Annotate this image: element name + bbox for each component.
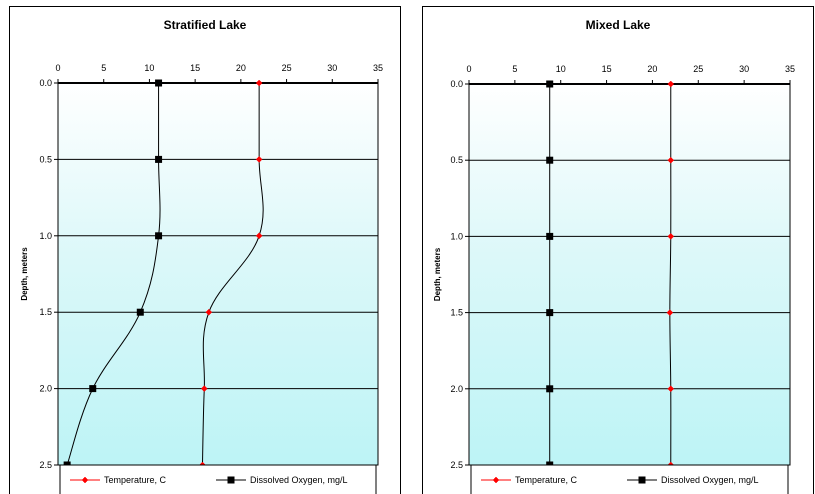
x-tick-label: 20	[236, 63, 246, 73]
x-tick-label: 15	[602, 64, 612, 74]
x-tick-label: 10	[556, 64, 566, 74]
y-tick-label: 2.5	[39, 460, 52, 470]
data-point	[546, 80, 554, 88]
chart-panel-1: Stratified Lake 0.0 0.5 1.0 1.5 2.0 2.5 0 5 10 15 2…	[9, 6, 401, 494]
y-tick-label: 0.0	[450, 79, 463, 89]
legend-label: Temperature, C	[104, 475, 167, 485]
data-point	[546, 309, 554, 317]
y-tick-label: 0.5	[39, 154, 52, 164]
y-tick-label: 1.5	[39, 307, 52, 317]
x-tick-label: 0	[466, 64, 471, 74]
y-axis-label: Depth, meters	[20, 247, 29, 301]
chart-title: Mixed Lake	[586, 18, 651, 32]
data-point	[546, 385, 554, 393]
x-tick-label: 0	[55, 63, 60, 73]
chart-panel-2: Mixed Lake 0.0 0.5 1.0 1.5 2.0 2.5 0 5 10 15 20 25 30…	[422, 6, 814, 494]
data-point	[200, 385, 208, 392]
data-point	[155, 155, 163, 163]
data-point	[667, 385, 675, 393]
data-point	[255, 156, 263, 163]
x-tick-label: 5	[512, 64, 517, 74]
x-tick-label: 30	[327, 63, 337, 73]
data-point	[667, 156, 675, 164]
x-tick-label: 25	[693, 64, 703, 74]
data-point	[89, 385, 97, 393]
legend-label: Dissolved Oxygen, mg/L	[661, 475, 759, 485]
plot-area	[469, 84, 790, 465]
y-tick-label: 0.0	[39, 78, 52, 88]
x-tick-label: 35	[373, 63, 383, 73]
data-point	[667, 80, 675, 88]
data-point	[666, 309, 674, 316]
series-dissolved-oxygen	[63, 79, 163, 469]
data-point	[136, 308, 144, 316]
legend-label: Temperature, C	[515, 475, 578, 485]
y-tick-label: 1.0	[450, 231, 463, 241]
legend-label: Dissolved Oxygen, mg/L	[250, 475, 348, 485]
y-tick-label: 2.5	[450, 460, 463, 470]
x-tick-label: 10	[144, 63, 154, 73]
legend: Temperature, C Dissolved Oxygen, mg/L	[59, 464, 377, 494]
data-point	[667, 233, 675, 240]
legend-marker	[227, 476, 235, 484]
y-tick-label: 2.0	[39, 384, 52, 394]
legend: Temperature, C Dissolved Oxygen, mg/L	[470, 464, 789, 494]
x-tick-label: 35	[785, 64, 795, 74]
y-tick-label: 2.0	[450, 384, 463, 394]
data-point	[155, 79, 163, 87]
data-point	[205, 308, 213, 316]
y-tick-label: 0.5	[450, 155, 463, 165]
legend-marker	[638, 476, 646, 484]
y-tick-label: 1.5	[450, 308, 463, 318]
x-tick-label: 20	[647, 64, 657, 74]
y-tick-label: 1.0	[39, 231, 52, 241]
data-point	[546, 156, 554, 164]
data-point	[255, 232, 263, 240]
legend-marker	[81, 476, 89, 484]
series-line	[201, 83, 264, 466]
legend-marker	[492, 476, 500, 484]
chart-title: Stratified Lake	[164, 18, 247, 32]
data-point	[155, 232, 163, 240]
x-tick-label: 25	[282, 63, 292, 73]
x-tick-label: 5	[101, 63, 106, 73]
data-point	[255, 79, 263, 87]
series-line	[669, 84, 672, 466]
series-temperature	[666, 80, 675, 469]
series-line	[66, 83, 161, 466]
y-axis-label: Depth, meters	[433, 247, 442, 301]
x-tick-label: 30	[739, 64, 749, 74]
data-point	[546, 232, 554, 240]
plot-area	[58, 83, 378, 465]
x-tick-label: 15	[190, 63, 200, 73]
